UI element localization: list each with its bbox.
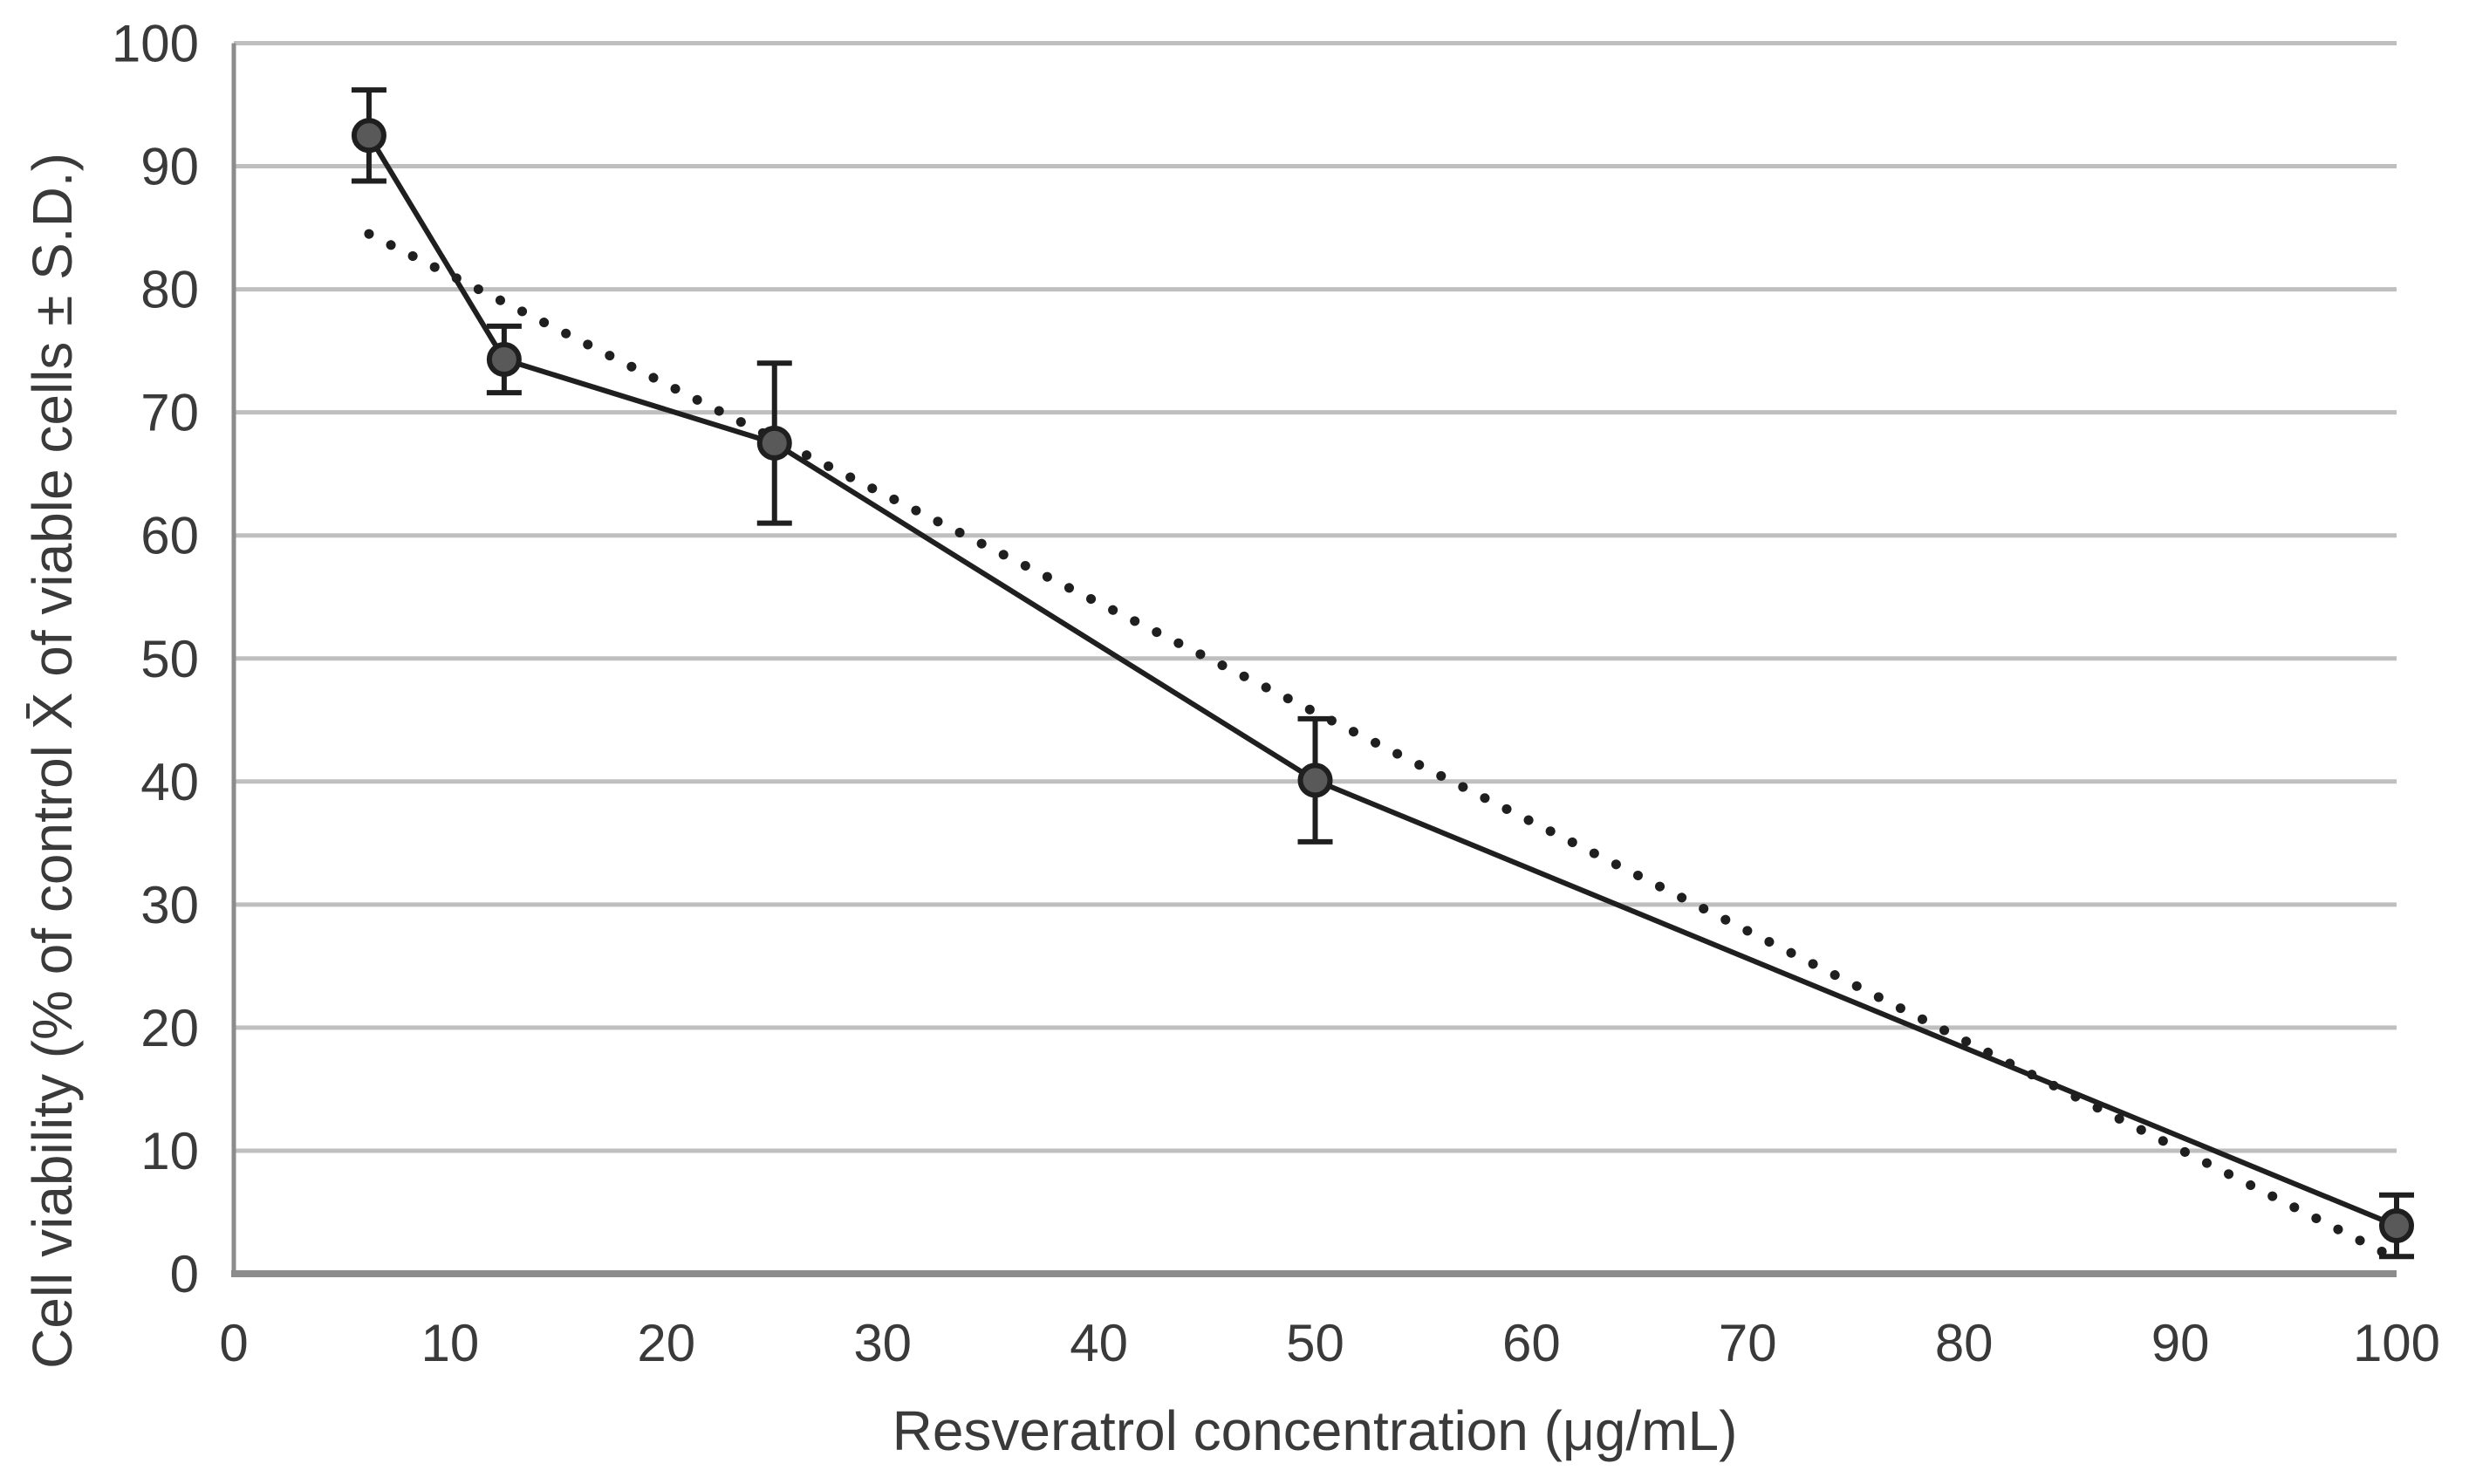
x-tick-label: 10 — [421, 1314, 480, 1372]
x-tick-label: 60 — [1502, 1314, 1561, 1372]
y-tick-label: 100 — [112, 15, 199, 73]
x-tick-label: 90 — [2151, 1314, 2210, 1372]
y-tick-label: 30 — [140, 876, 199, 934]
data-point-marker — [351, 118, 386, 154]
x-tick-label: 100 — [2353, 1314, 2440, 1372]
data-point-marker — [486, 341, 522, 377]
x-tick-label: 50 — [1286, 1314, 1344, 1372]
data-point-marker — [2379, 1207, 2414, 1243]
y-tick-label: 50 — [140, 630, 199, 688]
x-axis-title: Resveratrol concentration (μg/mL) — [893, 1399, 1738, 1462]
trendline — [364, 229, 2402, 1264]
y-tick-label: 10 — [140, 1122, 199, 1180]
data-point-marker — [756, 425, 792, 461]
y-tick-label: 20 — [140, 999, 199, 1057]
y-tick-label: 60 — [140, 507, 199, 565]
y-tick-label: 0 — [170, 1245, 199, 1303]
x-tick-label: 30 — [853, 1314, 912, 1372]
y-axis-title: Cell viability (% of control X̄ of viabl… — [21, 153, 84, 1369]
y-tick-label: 70 — [140, 384, 199, 442]
y-tick-label: 90 — [140, 138, 199, 196]
x-tick-label: 80 — [1935, 1314, 1994, 1372]
chart-plot-area: 0 10 20 30 40 50 60 70 80 90 100 0 10 20 30 40 50 60 70 80 9… — [112, 15, 2440, 1373]
x-tick-label: 40 — [1070, 1314, 1128, 1372]
data-point-marker — [1297, 763, 1333, 798]
x-tick-label: 20 — [637, 1314, 695, 1372]
y-tick-label: 40 — [140, 753, 199, 811]
series-line — [366, 133, 2398, 1228]
x-tick-label: 70 — [1719, 1314, 1777, 1372]
x-tick-label: 0 — [219, 1314, 248, 1372]
y-tick-label: 80 — [140, 261, 199, 319]
